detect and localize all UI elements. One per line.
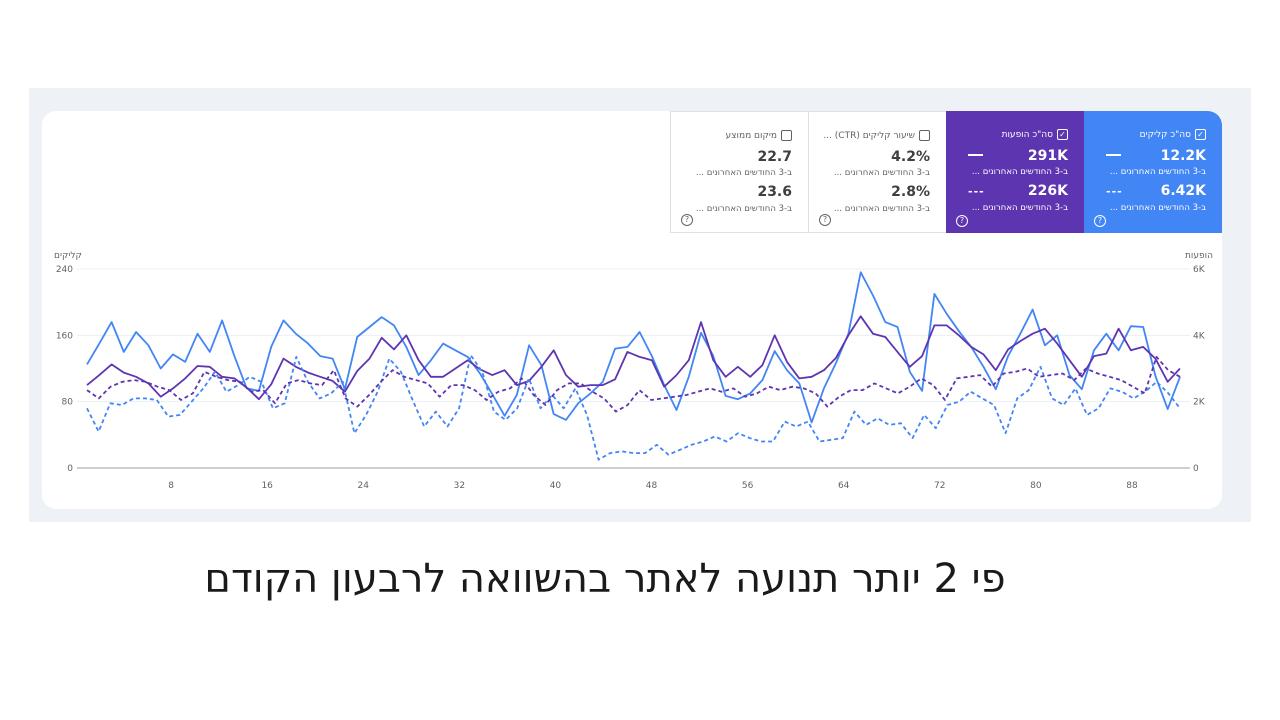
left-axis-title: קליקים	[54, 251, 82, 261]
tile-period-current: ב-3 החודשים האחרונים ...	[1109, 167, 1206, 177]
solid-line-legend-icon	[1106, 154, 1121, 156]
x-tick-label: 40	[550, 481, 562, 491]
right-tick-label: 6K	[1193, 265, 1206, 275]
right-tick-label: 2K	[1193, 398, 1206, 408]
tile-period-previous: ב-3 החודשים האחרונים ...	[833, 204, 930, 214]
tile-ctr[interactable]: שיעור קליקים (CTR) ... 4.2% ב-3 החודשים …	[808, 111, 946, 233]
help-icon[interactable]: ?	[681, 214, 693, 226]
left-tick-label: 80	[62, 398, 74, 408]
tile-value-current: 291K	[1027, 148, 1068, 164]
tile-value-previous: 6.42K	[1160, 183, 1206, 199]
right-tick-label: 4K	[1193, 331, 1206, 341]
left-tick-label: 160	[56, 331, 73, 341]
x-tick-label: 8	[168, 481, 174, 491]
metric-tiles: מיקום ממוצע 22.7 ב-3 החודשים האחרונים ..…	[670, 111, 1222, 233]
performance-card: מיקום ממוצע 22.7 ב-3 החודשים האחרונים ..…	[42, 111, 1222, 509]
solid-line-legend-icon	[968, 154, 983, 156]
x-tick-label: 72	[934, 481, 945, 491]
caption-text: פי 2 יותר תנועה לאתר בהשוואה לרבעון הקוד…	[204, 556, 1006, 602]
tile-value-current: 4.2%	[891, 149, 930, 165]
tile-total-clicks[interactable]: ✓ סה"כ קליקים 12.2K ב-3 החודשים האחרונים …	[1084, 111, 1222, 233]
left-tick-label: 0	[67, 464, 73, 474]
right-tick-label: 0	[1193, 464, 1199, 474]
x-tick-label: 80	[1030, 481, 1042, 491]
tile-period-previous: ב-3 החודשים האחרונים ...	[971, 203, 1068, 213]
tile-average-position[interactable]: מיקום ממוצע 22.7 ב-3 החודשים האחרונים ..…	[670, 111, 808, 233]
x-tick-label: 48	[646, 481, 658, 491]
tile-value-previous: 2.8%	[891, 184, 930, 200]
tile-total-impressions[interactable]: ✓ סה"כ הופעות 291K ב-3 החודשים האחרונים .…	[946, 111, 1084, 233]
series-line-2	[86, 354, 1181, 461]
checkbox-checked-icon[interactable]: ✓	[1195, 129, 1206, 140]
tile-period-current: ב-3 החודשים האחרונים ...	[695, 168, 792, 178]
tile-value-current: 22.7	[757, 149, 792, 165]
tile-title: סה"כ הופעות	[1001, 129, 1053, 140]
series-line-3	[86, 355, 1181, 413]
series-line-0	[86, 271, 1181, 424]
tile-period-previous: ב-3 החודשים האחרונים ...	[695, 204, 792, 214]
checkbox-icon[interactable]	[919, 130, 930, 141]
tile-value-previous: 226K	[1027, 183, 1068, 199]
tile-value-previous: 23.6	[757, 184, 792, 200]
tile-period-current: ב-3 החודשים האחרונים ...	[971, 167, 1068, 177]
tile-title: סה"כ קליקים	[1139, 129, 1191, 140]
help-icon[interactable]: ?	[956, 215, 968, 227]
tile-title: שיעור קליקים (CTR) ...	[823, 130, 915, 141]
dashed-line-legend-icon: ---	[968, 185, 985, 198]
x-tick-label: 32	[454, 481, 465, 491]
tile-value-current: 12.2K	[1160, 148, 1206, 164]
x-tick-label: 64	[838, 481, 850, 491]
x-tick-label: 56	[742, 481, 754, 491]
tile-period-previous: ב-3 החודשים האחרונים ...	[1109, 203, 1206, 213]
help-icon[interactable]: ?	[1094, 215, 1106, 227]
checkbox-icon[interactable]	[781, 130, 792, 141]
x-tick-label: 24	[358, 481, 370, 491]
checkbox-checked-icon[interactable]: ✓	[1057, 129, 1068, 140]
x-tick-label: 16	[261, 481, 273, 491]
tile-period-current: ב-3 החודשים האחרונים ...	[833, 168, 930, 178]
left-tick-label: 240	[56, 265, 73, 275]
x-tick-label: 88	[1126, 481, 1138, 491]
dashed-line-legend-icon: ---	[1106, 185, 1123, 198]
series-line-1	[86, 315, 1181, 401]
right-axis-title: הופעות	[1185, 251, 1213, 261]
help-icon[interactable]: ?	[819, 214, 831, 226]
tile-title: מיקום ממוצע	[725, 130, 777, 141]
